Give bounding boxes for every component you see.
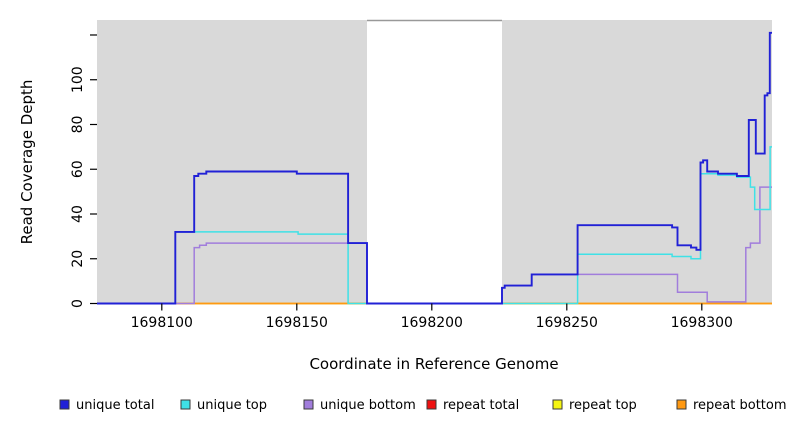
y-axis-title: Read Coverage Depth <box>18 80 36 245</box>
legend-swatch-repeat-total <box>426 399 437 410</box>
legend-item-unique-top: unique top <box>180 398 267 413</box>
x-axis-title: Coordinate in Reference Genome <box>309 355 558 373</box>
y-tick-label: 20 <box>70 250 86 268</box>
x-tick-label: 1698200 <box>401 315 463 331</box>
legend-label: repeat top <box>569 398 637 413</box>
legend-label: unique top <box>197 398 267 413</box>
legend-swatch-unique-total <box>59 399 70 410</box>
y-tick-label: 100 <box>70 66 86 93</box>
legend-item-unique-total: unique total <box>59 398 154 413</box>
legend-item-unique-bottom: unique bottom <box>303 398 416 413</box>
axes-layer: 0 20 40 60 80 100 1698100 1698150 1698200 1698250… <box>70 34 733 331</box>
x-tick-label: 1698150 <box>266 315 328 331</box>
legend-label: unique bottom <box>320 398 416 413</box>
series-line-unique-total <box>97 31 772 305</box>
legend-item-repeat-total: repeat total <box>426 398 519 413</box>
legend-swatch-repeat-top <box>552 399 563 410</box>
y-tick-label: 40 <box>70 205 86 223</box>
x-tick-label: 1698300 <box>671 315 733 331</box>
legend-item-repeat-bottom: repeat bottom <box>676 398 787 413</box>
y-tick-label: 80 <box>70 116 86 134</box>
legend-swatch-unique-bottom <box>303 399 314 410</box>
x-tick-label: 1698100 <box>131 315 193 331</box>
x-tick-label: 1698250 <box>536 315 598 331</box>
chart-legend: unique total unique top unique bottom repea… <box>59 398 787 413</box>
legend-swatch-unique-top <box>180 399 191 410</box>
series-line-unique-top <box>97 146 772 305</box>
masked-region <box>367 20 502 304</box>
plot-layer <box>97 19 772 305</box>
y-tick-label: 0 <box>70 299 86 308</box>
legend-item-repeat-top: repeat top <box>552 398 637 413</box>
legend-swatch-repeat-bottom <box>676 399 687 410</box>
legend-label: repeat bottom <box>693 398 787 413</box>
legend-label: repeat total <box>443 398 519 413</box>
y-tick-label: 60 <box>70 160 86 178</box>
legend-label: unique total <box>76 398 154 413</box>
